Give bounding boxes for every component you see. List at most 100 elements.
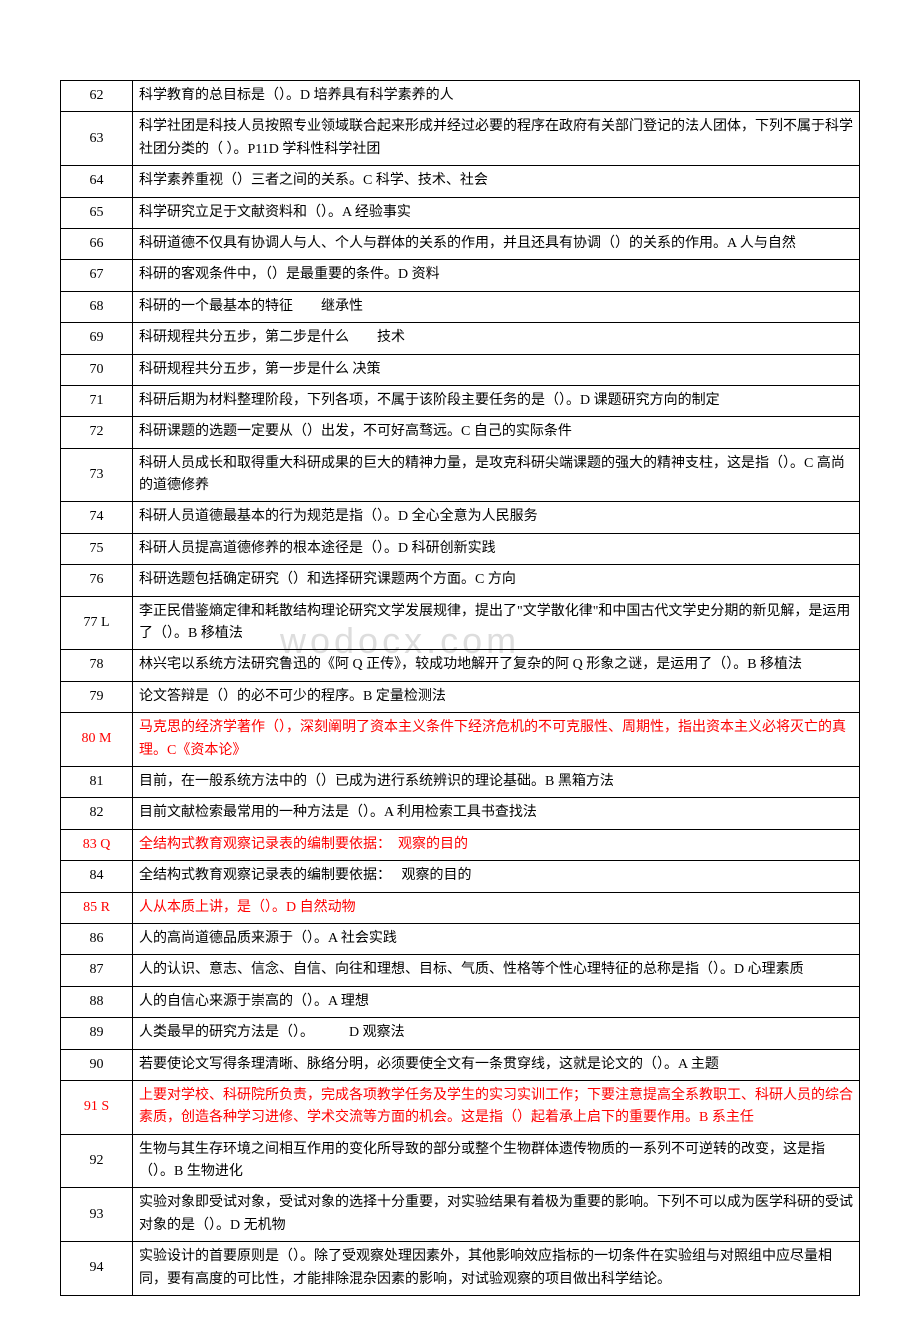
row-number: 91 S bbox=[61, 1080, 133, 1134]
row-number: 69 bbox=[61, 323, 133, 354]
row-content: 人的自信心来源于崇高的（）。A 理想 bbox=[133, 986, 860, 1017]
row-content: 科研的客观条件中，（）是最重要的条件。D 资料 bbox=[133, 260, 860, 291]
row-number: 63 bbox=[61, 112, 133, 166]
row-number: 74 bbox=[61, 502, 133, 533]
table-row: 72科研课题的选题一定要从（）出发，不可好高骛远。C 自己的实际条件 bbox=[61, 417, 860, 448]
row-number: 71 bbox=[61, 385, 133, 416]
row-number: 70 bbox=[61, 354, 133, 385]
table-row: 82目前文献检索最常用的一种方法是（）。A 利用检索工具书查找法 bbox=[61, 798, 860, 829]
row-number: 88 bbox=[61, 986, 133, 1017]
table-row: 80 M马克思的经济学著作（），深刻阐明了资本主义条件下经济危机的不可克服性、周… bbox=[61, 713, 860, 767]
table-row: 73科研人员成长和取得重大科研成果的巨大的精神力量，是攻克科研尖端课题的强大的精… bbox=[61, 448, 860, 502]
row-number: 80 M bbox=[61, 713, 133, 767]
row-number: 73 bbox=[61, 448, 133, 502]
row-content: 若要使论文写得条理清晰、脉络分明，必须要使全文有一条贯穿线，这就是论文的（）。A… bbox=[133, 1049, 860, 1080]
table-row: 64科学素养重视（）三者之间的关系。C 科学、技术、社会 bbox=[61, 166, 860, 197]
row-content: 科研人员道德最基本的行为规范是指（）。D 全心全意为人民服务 bbox=[133, 502, 860, 533]
table-row: 87人的认识、意志、信念、自信、向往和理想、目标、气质、性格等个性心理特征的总称… bbox=[61, 955, 860, 986]
row-content: 人的高尚道德品质来源于（）。A 社会实践 bbox=[133, 923, 860, 954]
row-number: 62 bbox=[61, 81, 133, 112]
table-row: 71科研后期为材料整理阶段，下列各项，不属于该阶段主要任务的是（）。D 课题研究… bbox=[61, 385, 860, 416]
row-number: 94 bbox=[61, 1242, 133, 1296]
table-row: 76科研选题包括确定研究（）和选择研究课题两个方面。C 方向 bbox=[61, 565, 860, 596]
row-content: 林兴宅以系统方法研究鲁迅的《阿 Q 正传》，较成功地解开了复杂的阿 Q 形象之谜… bbox=[133, 650, 860, 681]
row-number: 83 Q bbox=[61, 829, 133, 860]
row-number: 81 bbox=[61, 766, 133, 797]
table-row: 81目前，在一般系统方法中的（）已成为进行系统辨识的理论基础。B 黑箱方法 bbox=[61, 766, 860, 797]
row-number: 87 bbox=[61, 955, 133, 986]
table-row: 86人的高尚道德品质来源于（）。A 社会实践 bbox=[61, 923, 860, 954]
row-content: 科研规程共分五步，第一步是什么 决策 bbox=[133, 354, 860, 385]
row-content: 科研人员提高道德修养的根本途径是（）。D 科研创新实践 bbox=[133, 533, 860, 564]
row-number: 85 R bbox=[61, 892, 133, 923]
row-content: 科学社团是科技人员按照专业领域联合起来形成并经过必要的程序在政府有关部门登记的法… bbox=[133, 112, 860, 166]
table-row: 93实验对象即受试对象，受试对象的选择十分重要，对实验结果有着极为重要的影响。下… bbox=[61, 1188, 860, 1242]
row-content: 人的认识、意志、信念、自信、向往和理想、目标、气质、性格等个性心理特征的总称是指… bbox=[133, 955, 860, 986]
row-number: 68 bbox=[61, 291, 133, 322]
table-row: 68科研的一个最基本的特征 继承性 bbox=[61, 291, 860, 322]
row-content: 实验对象即受试对象，受试对象的选择十分重要，对实验结果有着极为重要的影响。下列不… bbox=[133, 1188, 860, 1242]
table-row: 70科研规程共分五步，第一步是什么 决策 bbox=[61, 354, 860, 385]
table-row: 79论文答辩是（）的必不可少的程序。B 定量检测法 bbox=[61, 681, 860, 712]
row-number: 82 bbox=[61, 798, 133, 829]
row-content: 科研的一个最基本的特征 继承性 bbox=[133, 291, 860, 322]
row-content: 科研人员成长和取得重大科研成果的巨大的精神力量，是攻克科研尖端课题的强大的精神支… bbox=[133, 448, 860, 502]
row-content: 科研规程共分五步，第二步是什么 技术 bbox=[133, 323, 860, 354]
table-row: 67科研的客观条件中，（）是最重要的条件。D 资料 bbox=[61, 260, 860, 291]
row-content: 上要对学校、科研院所负责，完成各项教学任务及学生的实习实训工作；下要注意提高全系… bbox=[133, 1080, 860, 1134]
table-row: 84全结构式教育观察记录表的编制要依据： 观察的目的 bbox=[61, 861, 860, 892]
row-number: 75 bbox=[61, 533, 133, 564]
row-content: 马克思的经济学著作（），深刻阐明了资本主义条件下经济危机的不可克服性、周期性，指… bbox=[133, 713, 860, 767]
table-row: 94实验设计的首要原则是（）。除了受观察处理因素外，其他影响效应指标的一切条件在… bbox=[61, 1242, 860, 1296]
row-content: 全结构式教育观察记录表的编制要依据： 观察的目的 bbox=[133, 829, 860, 860]
row-content: 生物与其生存环境之间相互作用的变化所导致的部分或整个生物群体遗传物质的一系列不可… bbox=[133, 1134, 860, 1188]
row-number: 86 bbox=[61, 923, 133, 954]
table-row: 69科研规程共分五步，第二步是什么 技术 bbox=[61, 323, 860, 354]
row-content: 实验设计的首要原则是（）。除了受观察处理因素外，其他影响效应指标的一切条件在实验… bbox=[133, 1242, 860, 1296]
row-number: 90 bbox=[61, 1049, 133, 1080]
table-row: 91 S上要对学校、科研院所负责，完成各项教学任务及学生的实习实训工作；下要注意… bbox=[61, 1080, 860, 1134]
table-row: 88人的自信心来源于崇高的（）。A 理想 bbox=[61, 986, 860, 1017]
row-number: 89 bbox=[61, 1018, 133, 1049]
table-row: 65科学研究立足于文献资料和（）。A 经验事实 bbox=[61, 197, 860, 228]
table-row: 62科学教育的总目标是（）。D 培养具有科学素养的人 bbox=[61, 81, 860, 112]
table-row: 90若要使论文写得条理清晰、脉络分明，必须要使全文有一条贯穿线，这就是论文的（）… bbox=[61, 1049, 860, 1080]
row-number: 77 L bbox=[61, 596, 133, 650]
row-number: 84 bbox=[61, 861, 133, 892]
table-row: 78林兴宅以系统方法研究鲁迅的《阿 Q 正传》，较成功地解开了复杂的阿 Q 形象… bbox=[61, 650, 860, 681]
row-number: 66 bbox=[61, 228, 133, 259]
row-number: 78 bbox=[61, 650, 133, 681]
table-row: 66科研道德不仅具有协调人与人、个人与群体的关系的作用，并且还具有协调（）的关系… bbox=[61, 228, 860, 259]
row-number: 65 bbox=[61, 197, 133, 228]
table-row: 77 L李正民借鉴熵定律和耗散结构理论研究文学发展规律，提出了"文学散化律"和中… bbox=[61, 596, 860, 650]
row-number: 93 bbox=[61, 1188, 133, 1242]
row-content: 科学教育的总目标是（）。D 培养具有科学素养的人 bbox=[133, 81, 860, 112]
table-row: 83 Q全结构式教育观察记录表的编制要依据： 观察的目的 bbox=[61, 829, 860, 860]
table-row: 75科研人员提高道德修养的根本途径是（）。D 科研创新实践 bbox=[61, 533, 860, 564]
row-number: 76 bbox=[61, 565, 133, 596]
row-number: 72 bbox=[61, 417, 133, 448]
table-row: 85 R人从本质上讲，是（）。D 自然动物 bbox=[61, 892, 860, 923]
row-content: 科研选题包括确定研究（）和选择研究课题两个方面。C 方向 bbox=[133, 565, 860, 596]
table-row: 89人类最早的研究方法是（）。 D 观察法 bbox=[61, 1018, 860, 1049]
row-content: 科研课题的选题一定要从（）出发，不可好高骛远。C 自己的实际条件 bbox=[133, 417, 860, 448]
row-number: 92 bbox=[61, 1134, 133, 1188]
row-content: 李正民借鉴熵定律和耗散结构理论研究文学发展规律，提出了"文学散化律"和中国古代文… bbox=[133, 596, 860, 650]
row-number: 67 bbox=[61, 260, 133, 291]
table-row: 74科研人员道德最基本的行为规范是指（）。D 全心全意为人民服务 bbox=[61, 502, 860, 533]
row-content: 科学素养重视（）三者之间的关系。C 科学、技术、社会 bbox=[133, 166, 860, 197]
row-content: 全结构式教育观察记录表的编制要依据： 观察的目的 bbox=[133, 861, 860, 892]
table-row: 63科学社团是科技人员按照专业领域联合起来形成并经过必要的程序在政府有关部门登记… bbox=[61, 112, 860, 166]
row-content: 论文答辩是（）的必不可少的程序。B 定量检测法 bbox=[133, 681, 860, 712]
row-number: 79 bbox=[61, 681, 133, 712]
row-content: 人从本质上讲，是（）。D 自然动物 bbox=[133, 892, 860, 923]
row-content: 科学研究立足于文献资料和（）。A 经验事实 bbox=[133, 197, 860, 228]
table-body: 62科学教育的总目标是（）。D 培养具有科学素养的人63科学社团是科技人员按照专… bbox=[61, 81, 860, 1296]
row-content: 目前，在一般系统方法中的（）已成为进行系统辨识的理论基础。B 黑箱方法 bbox=[133, 766, 860, 797]
row-number: 64 bbox=[61, 166, 133, 197]
table-row: 92生物与其生存环境之间相互作用的变化所导致的部分或整个生物群体遗传物质的一系列… bbox=[61, 1134, 860, 1188]
row-content: 目前文献检索最常用的一种方法是（）。A 利用检索工具书查找法 bbox=[133, 798, 860, 829]
question-table: 62科学教育的总目标是（）。D 培养具有科学素养的人63科学社团是科技人员按照专… bbox=[60, 80, 860, 1296]
row-content: 科研道德不仅具有协调人与人、个人与群体的关系的作用，并且还具有协调（）的关系的作… bbox=[133, 228, 860, 259]
row-content: 人类最早的研究方法是（）。 D 观察法 bbox=[133, 1018, 860, 1049]
